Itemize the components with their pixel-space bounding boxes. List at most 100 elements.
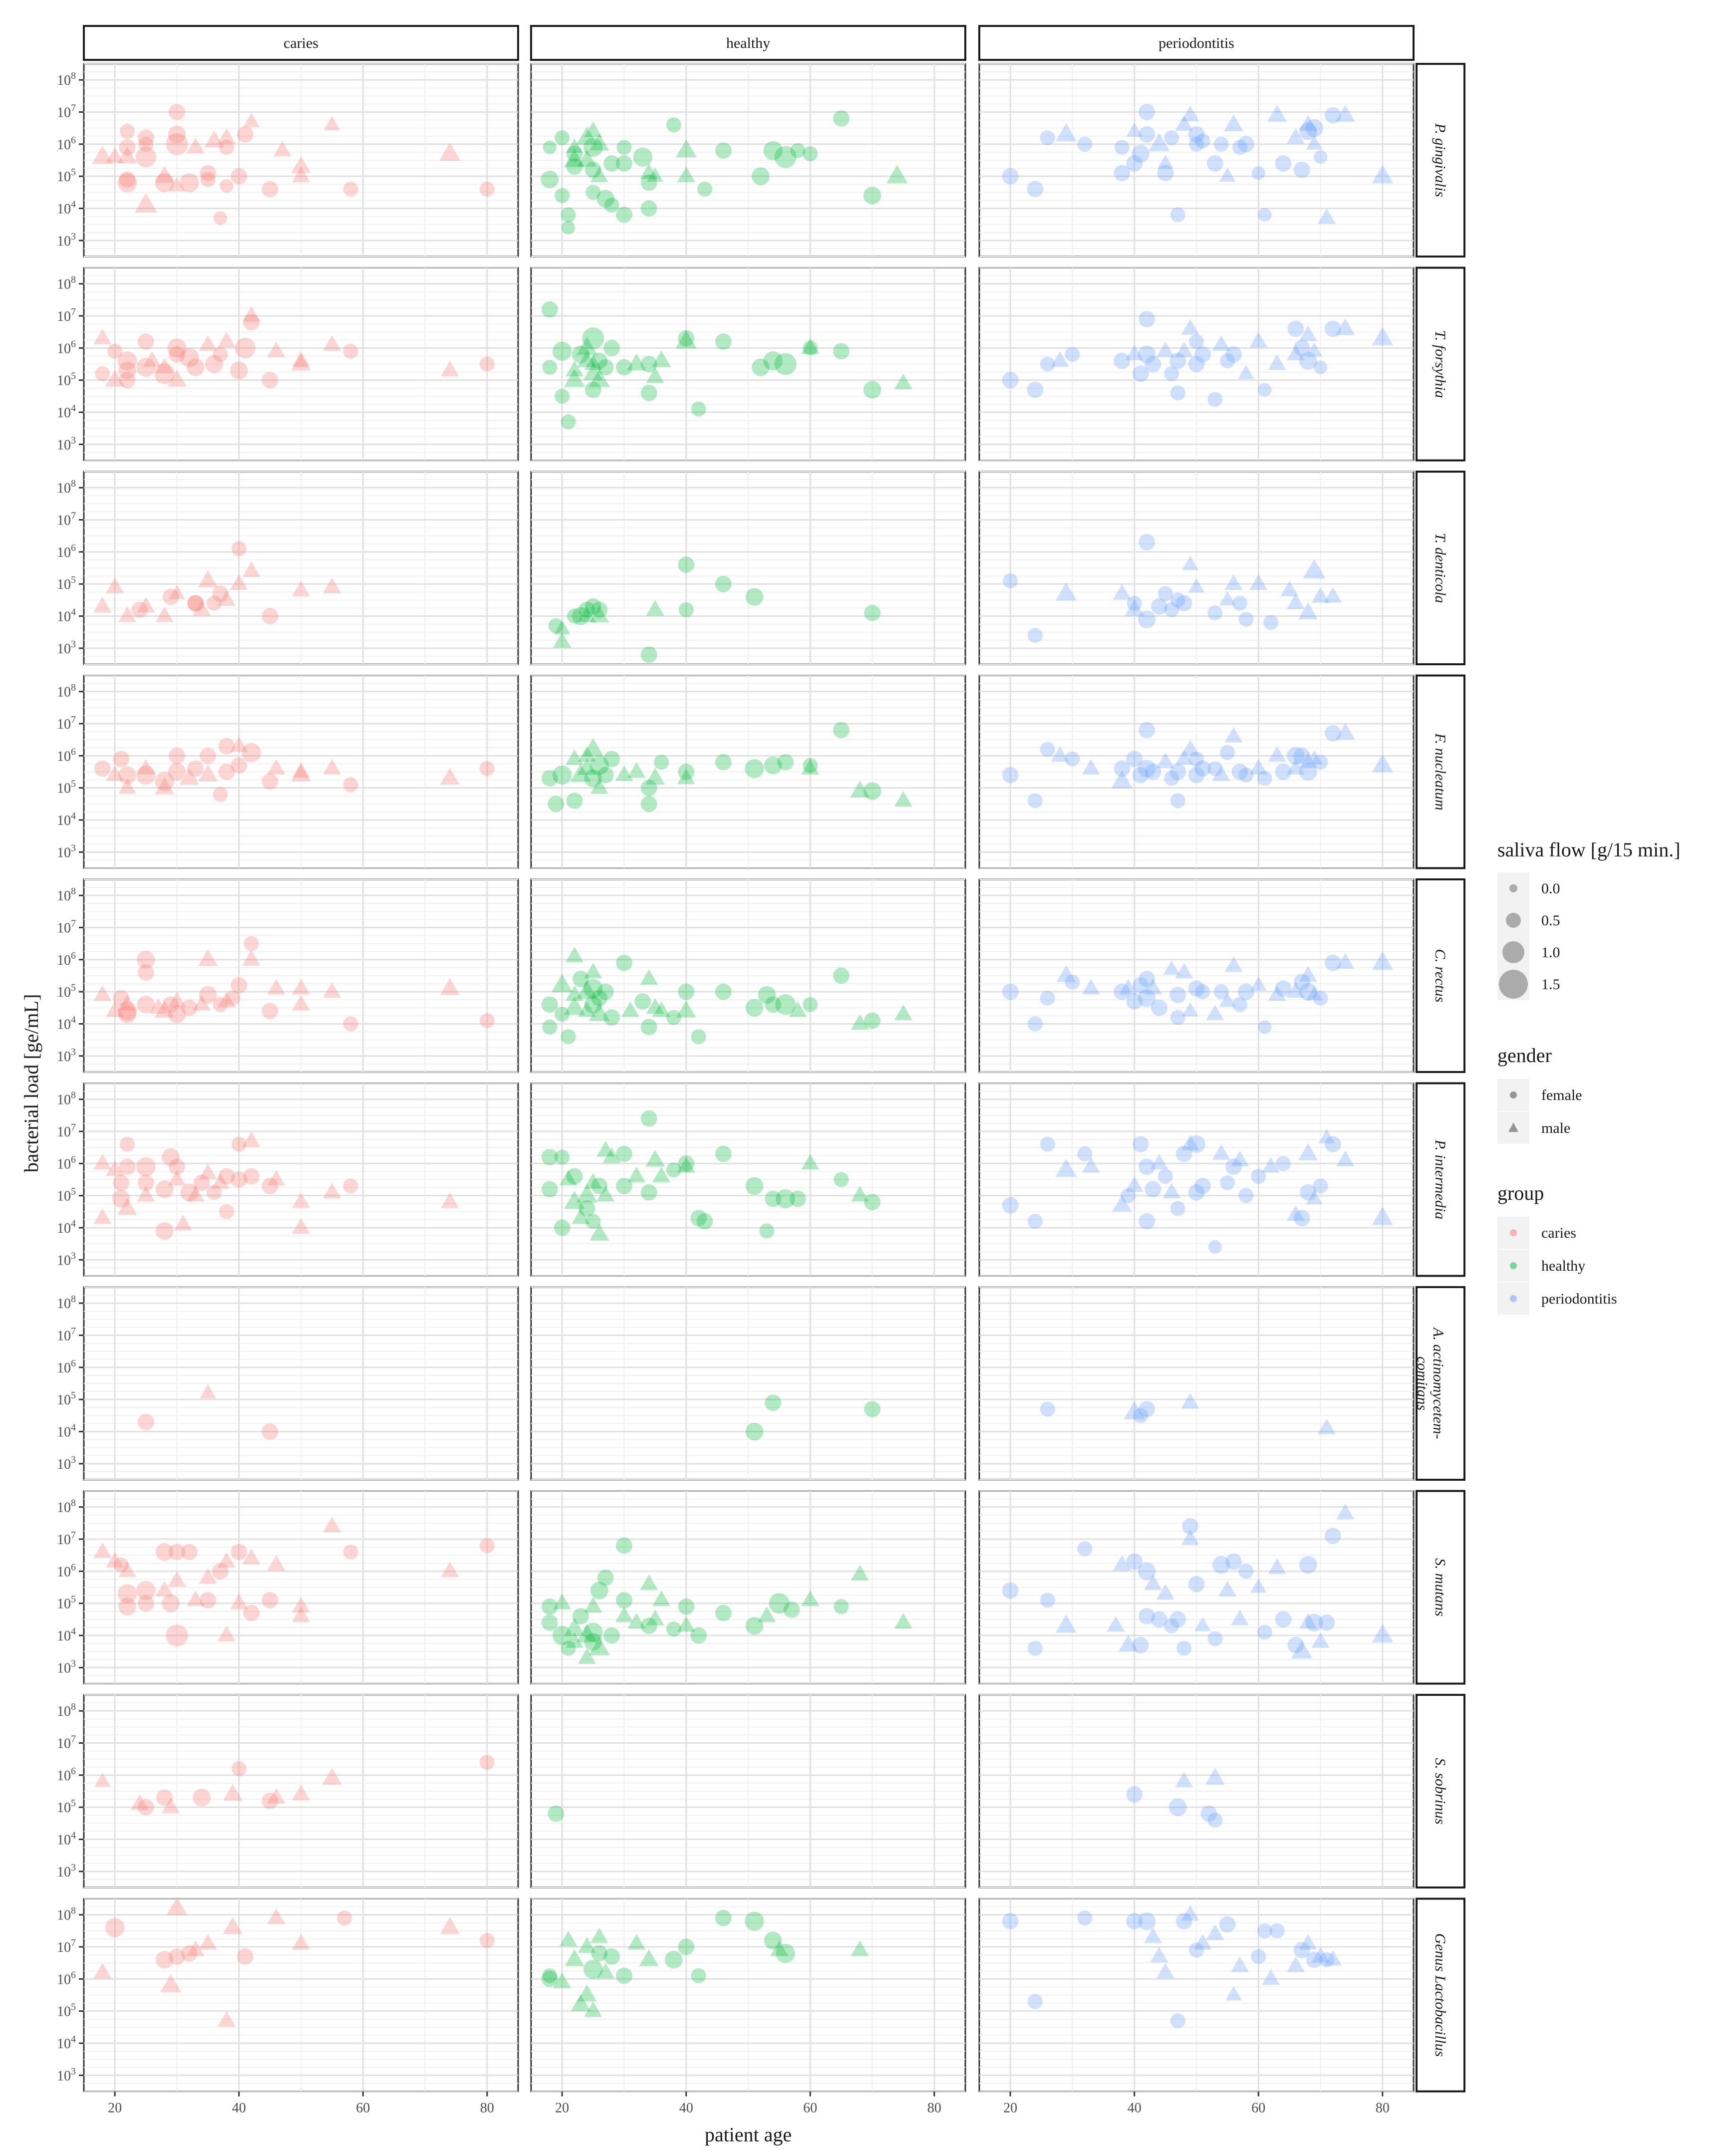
data-point-female: [1212, 1556, 1230, 1574]
data-point-female: [803, 997, 818, 1012]
data-point-female: [1188, 1576, 1205, 1593]
data-point-male: [273, 141, 291, 157]
data-point-female: [715, 1145, 732, 1162]
data-point-male: [93, 596, 112, 613]
data-point-male: [440, 978, 460, 995]
data-point-female: [131, 601, 148, 618]
data-point-male: [242, 950, 261, 966]
data-point-female: [555, 1149, 570, 1165]
data-point-male: [105, 369, 125, 387]
data-point-female: [343, 1016, 358, 1032]
data-point-female: [603, 1009, 620, 1026]
data-point-female: [1175, 595, 1192, 612]
data-point-female: [118, 1005, 136, 1023]
data-point-male: [106, 765, 124, 781]
y-tick-label: 104: [57, 403, 76, 421]
data-point-female: [1189, 136, 1204, 152]
data-point-male: [200, 1384, 217, 1399]
data-point-female: [666, 117, 681, 133]
data-point-male: [646, 998, 664, 1014]
data-point-female: [1208, 1240, 1222, 1254]
data-point-female: [343, 1178, 358, 1194]
data-point-female: [1188, 1184, 1205, 1201]
column-strip-label-healthy: healthy: [726, 35, 770, 51]
data-point-female: [774, 353, 797, 375]
data-point-female: [1287, 747, 1305, 765]
data-point-male: [627, 1166, 646, 1182]
legend-size-label: 1.5: [1541, 976, 1560, 993]
data-point-female: [1065, 751, 1080, 767]
data-point-male: [758, 1607, 776, 1622]
data-point-male: [168, 177, 185, 192]
data-point-male: [186, 137, 205, 154]
data-point-female: [1206, 155, 1223, 172]
data-point-female: [169, 1948, 185, 1965]
data-point-female: [117, 1001, 137, 1021]
data-point-male: [267, 759, 286, 775]
data-point-male: [1181, 1134, 1199, 1150]
data-point-female: [616, 954, 632, 971]
data-point-female: [1151, 598, 1167, 615]
data-point-female: [119, 171, 136, 188]
data-point-female: [583, 1622, 603, 1642]
data-point-female: [479, 761, 495, 777]
row-strip-4: [1416, 878, 1465, 1073]
data-point-male: [1317, 208, 1336, 224]
data-point-male: [1149, 133, 1170, 151]
data-point-female: [616, 359, 632, 376]
data-point-male: [577, 1937, 596, 1953]
panel-0-caries: [83, 63, 519, 258]
data-point-male: [1224, 574, 1243, 590]
data-point-female: [1040, 356, 1055, 372]
data-point-male: [106, 1552, 124, 1568]
data-point-male: [230, 1594, 248, 1610]
data-point-female: [591, 1177, 608, 1194]
panel-1-caries: [83, 267, 519, 461]
data-point-male: [886, 165, 908, 184]
data-point-female: [1293, 1942, 1310, 1958]
data-point-male: [168, 584, 185, 599]
data-point-male: [1193, 1934, 1212, 1950]
data-point-male: [1055, 123, 1077, 142]
data-point-male: [577, 1001, 596, 1017]
data-point-female: [578, 601, 595, 618]
data-point-male: [559, 1930, 577, 1946]
data-point-female: [237, 1948, 254, 1965]
data-point-female: [1293, 339, 1310, 356]
data-point-male: [166, 1897, 188, 1915]
data-point-male: [1324, 587, 1342, 603]
data-point-female: [136, 765, 156, 785]
data-point-male: [894, 1613, 912, 1629]
panel-5-caries: [83, 1082, 519, 1277]
data-point-female: [745, 999, 764, 1017]
data-point-male: [589, 1223, 609, 1241]
legend-group-key: [1510, 1229, 1517, 1236]
panel-6-periodontitis: [978, 1286, 1415, 1481]
data-point-female: [616, 155, 632, 172]
data-point-male: [564, 1617, 585, 1636]
legend-group-label: periodontitis: [1541, 1291, 1617, 1307]
data-point-female: [541, 996, 558, 1013]
y-tick-label: 107: [57, 918, 76, 936]
data-point-female: [584, 996, 602, 1014]
data-point-female: [180, 173, 199, 193]
data-point-male: [1335, 104, 1355, 122]
data-point-male: [174, 1215, 192, 1231]
data-point-male: [584, 121, 602, 137]
data-point-male: [1219, 992, 1236, 1007]
y-tick-label: 105: [57, 2002, 76, 2020]
y-tick-label: 107: [57, 1326, 76, 1344]
data-point-female: [1126, 155, 1143, 172]
data-point-male: [1268, 746, 1286, 762]
data-point-male: [137, 596, 155, 613]
data-point-female: [162, 588, 179, 605]
data-point-female: [790, 143, 806, 158]
data-point-male: [322, 1768, 342, 1785]
data-point-female: [1126, 1553, 1143, 1570]
data-point-female: [479, 1013, 495, 1029]
data-point-female: [833, 722, 850, 739]
data-point-male: [186, 1186, 205, 1202]
row-strip-8: [1416, 1694, 1465, 1888]
data-point-female: [1232, 140, 1247, 155]
data-point-female: [583, 979, 603, 998]
